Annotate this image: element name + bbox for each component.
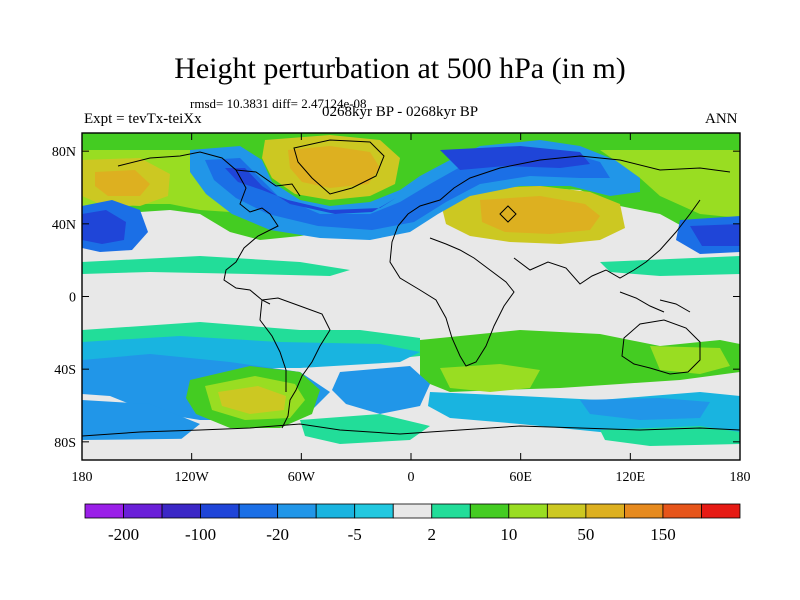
lon-tick-label: 0 [408,470,415,485]
lat-tick-label: 40N [52,218,76,233]
colorbar-label: -200 [108,525,139,544]
colorbar-label: -100 [185,525,216,544]
season-label: ANN [705,111,738,127]
colorbar-swatch [354,503,394,519]
colorbar-swatch [123,503,163,519]
map-title: Height perturbation at 500 hPa (in m) [174,52,626,85]
colorbar-swatch [662,503,702,519]
colorbar-swatch [701,503,741,519]
colorbar-swatch [84,503,124,519]
period-label: 0268kyr BP - 0268kyr BP [322,104,479,120]
colorbar-swatch [315,503,356,519]
colorbar: -200 -100 -20 -5 2 10 50 150 [84,503,741,544]
height-perturbation-field [82,133,740,460]
lat-tick-label: 80N [52,145,76,160]
colorbar-swatch [431,503,471,519]
experiment-label: Expt = tevTx-teiXx [84,111,202,127]
colorbar-swatch [546,503,587,519]
colorbar-label: 50 [577,525,594,544]
stats-label: rmsd= 10.3831 diff= 2.47124e-08 [190,96,367,111]
colorbar-swatch [238,503,279,519]
colorbar-swatch [469,503,510,519]
colorbar-swatch [161,503,201,519]
lat-tick-label: 80S [54,436,76,451]
lat-tick-label: 40S [54,363,76,378]
lat-tick-label: 0 [69,291,76,306]
lon-tick-label: 180 [730,470,751,485]
longitude-axis: 180 120W 60W 0 60E 120E 180 [72,133,751,485]
colorbar-swatch [624,503,664,519]
lon-tick-label: 60W [288,470,316,485]
lon-tick-label: 60E [509,470,532,485]
coastlines [82,139,740,437]
colorbar-swatch [585,503,625,519]
lon-tick-label: 180 [72,470,93,485]
colorbar-label: -5 [348,525,362,544]
lon-tick-label: 120W [175,470,210,485]
colorbar-swatch [392,503,433,519]
lon-tick-label: 120E [616,470,646,485]
colorbar-label: 150 [650,525,676,544]
colorbar-swatch [277,503,317,519]
colorbar-swatch [508,503,548,519]
latitude-axis: 80N 40N 0 40S 80S [52,145,740,451]
colorbar-label: 10 [500,525,517,544]
colorbar-swatch [200,503,240,519]
colorbar-label: 2 [428,525,437,544]
colorbar-label: -20 [266,525,289,544]
